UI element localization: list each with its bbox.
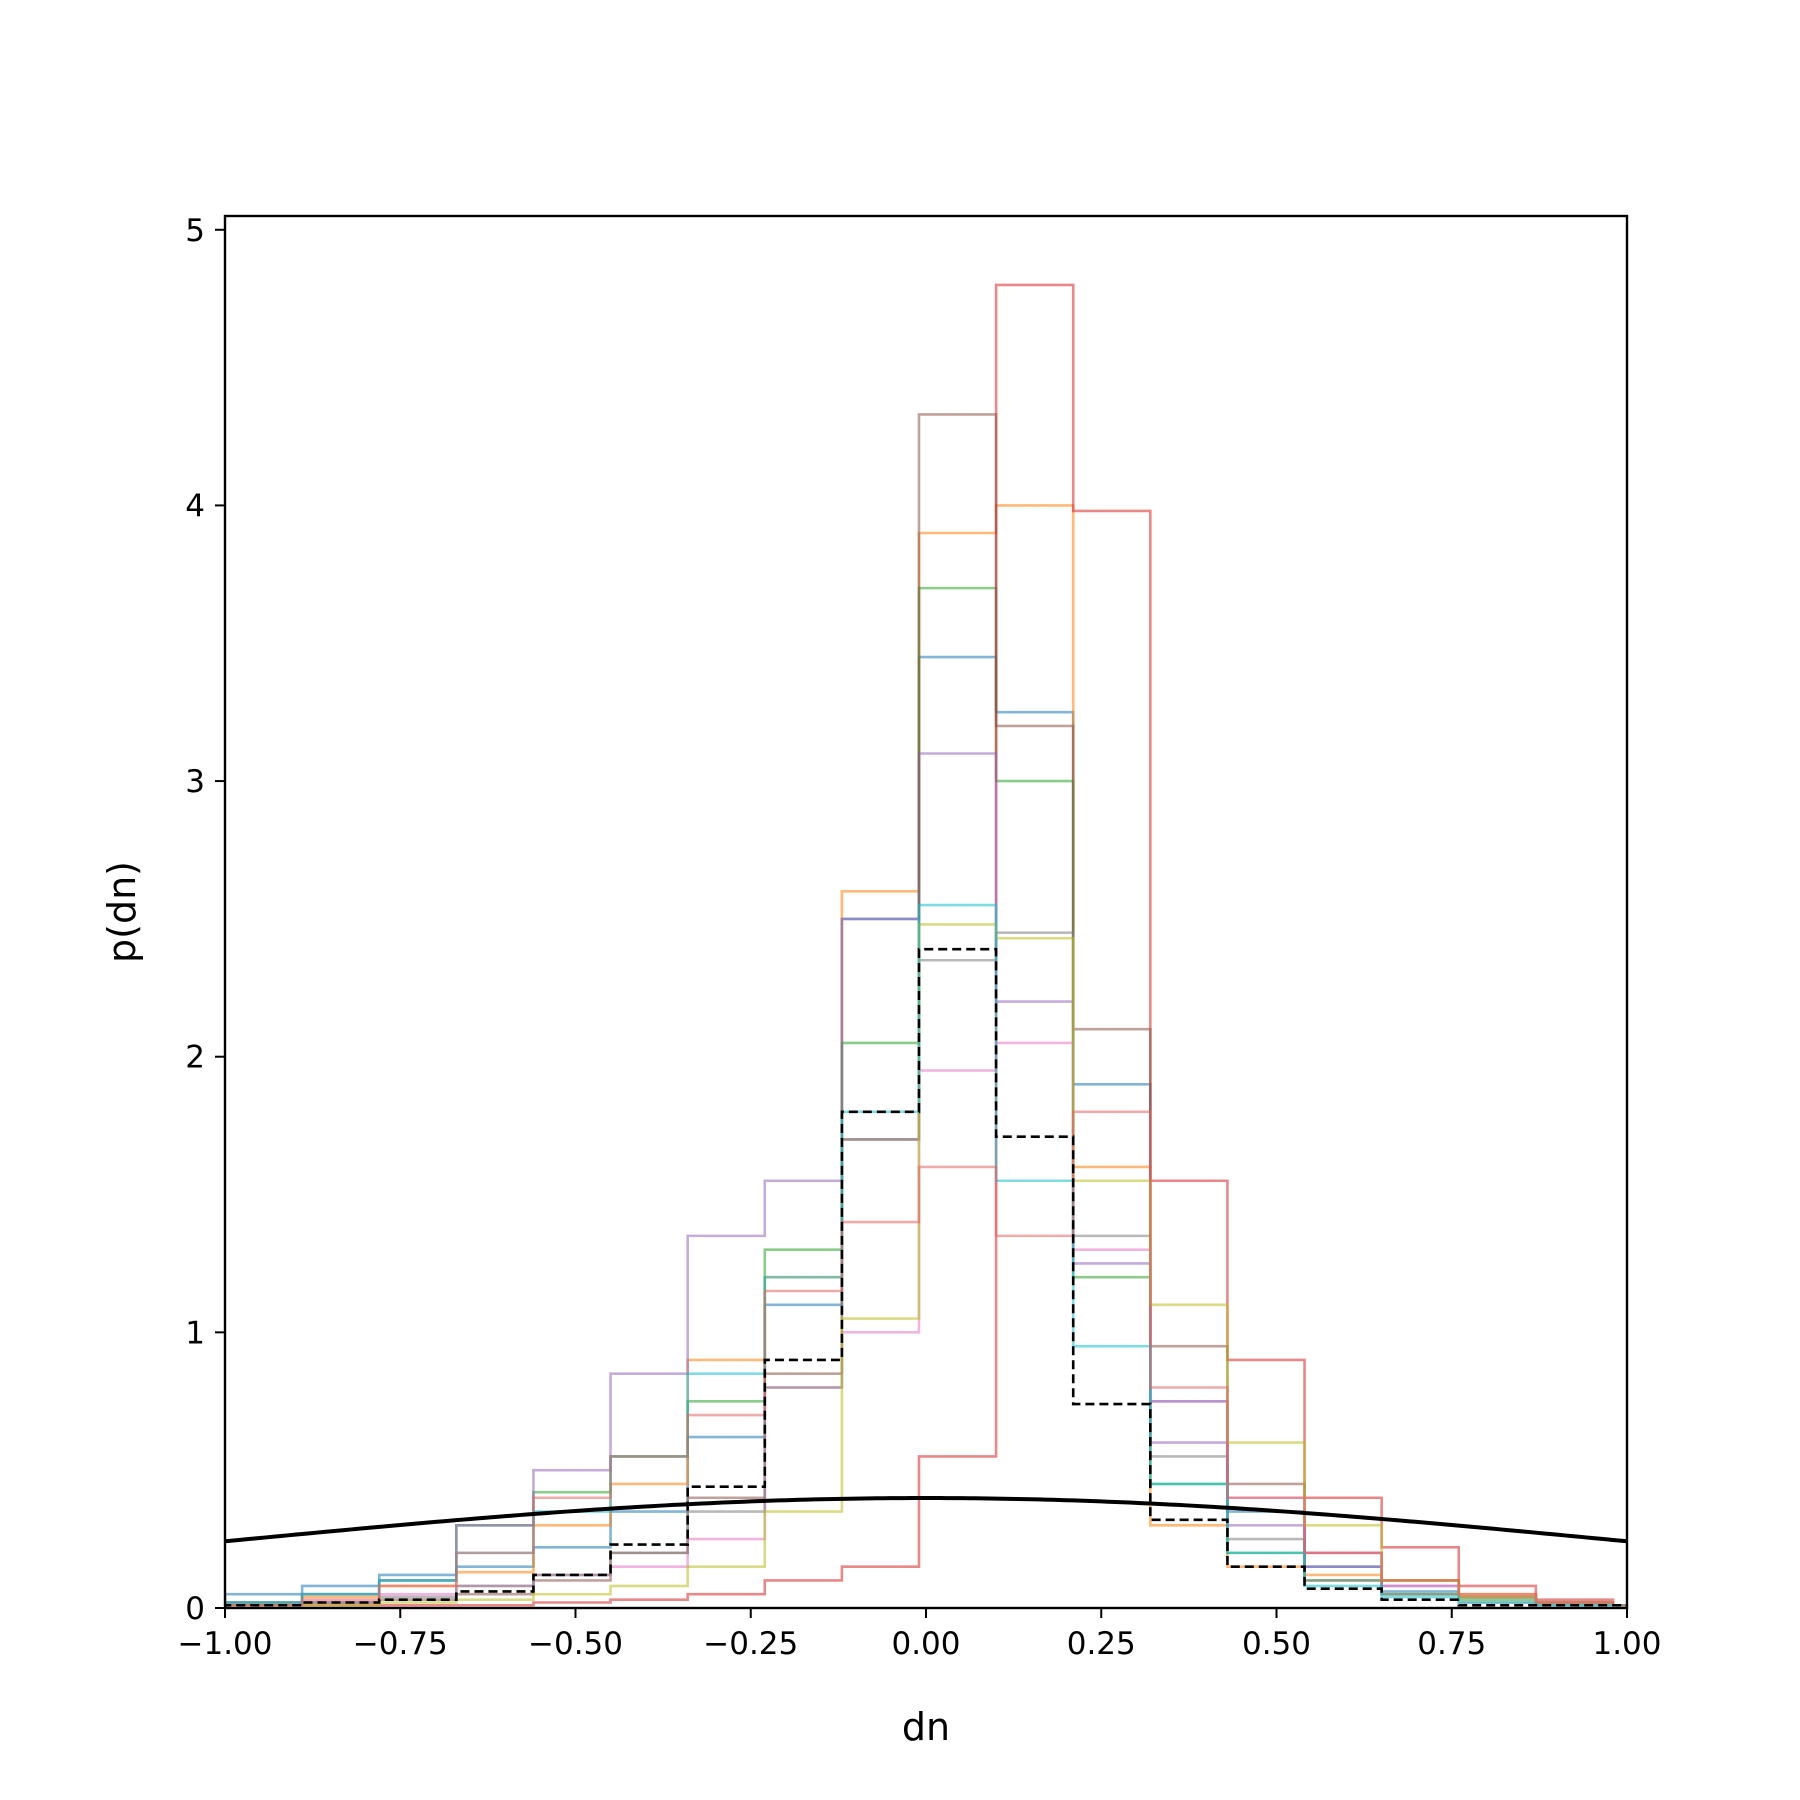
y-tick-label: 3 bbox=[185, 764, 205, 800]
y-tick-label: 2 bbox=[185, 1040, 205, 1076]
y-tick-label: 1 bbox=[185, 1315, 205, 1351]
histogram-series-11 bbox=[225, 1110, 1627, 1608]
gaussian-curve-layer bbox=[225, 1496, 1627, 1544]
x-tick-label: 0.25 bbox=[1067, 1626, 1136, 1662]
x-tick-label: 0.50 bbox=[1242, 1626, 1311, 1662]
x-axis-label: dn bbox=[902, 1705, 950, 1749]
reference-histogram-layer bbox=[225, 947, 1627, 1608]
reference-histogram-dashed bbox=[225, 947, 1627, 1608]
y-tick-label: 5 bbox=[185, 213, 205, 249]
gaussian-curve bbox=[225, 1496, 1627, 1544]
x-tick-label: 0.75 bbox=[1417, 1626, 1486, 1662]
y-tick-label: 0 bbox=[185, 1591, 205, 1627]
x-axis: −1.00 −0.75 −0.50 −0.25 0.00 0.25 0.50 0.75 1.00 bbox=[178, 1608, 1662, 1662]
y-axis-label: p(dn) bbox=[100, 861, 144, 963]
x-tick-label: −0.25 bbox=[703, 1626, 798, 1662]
x-tick-label: 1.00 bbox=[1592, 1626, 1661, 1662]
x-tick-label: 0.00 bbox=[891, 1626, 960, 1662]
x-tick-label: −0.50 bbox=[528, 1626, 623, 1662]
x-tick-label: −0.75 bbox=[353, 1626, 448, 1662]
y-axis: 0 1 2 3 4 5 bbox=[185, 213, 225, 1627]
y-tick-label: 4 bbox=[185, 488, 205, 524]
x-tick-label: −1.00 bbox=[178, 1626, 273, 1662]
